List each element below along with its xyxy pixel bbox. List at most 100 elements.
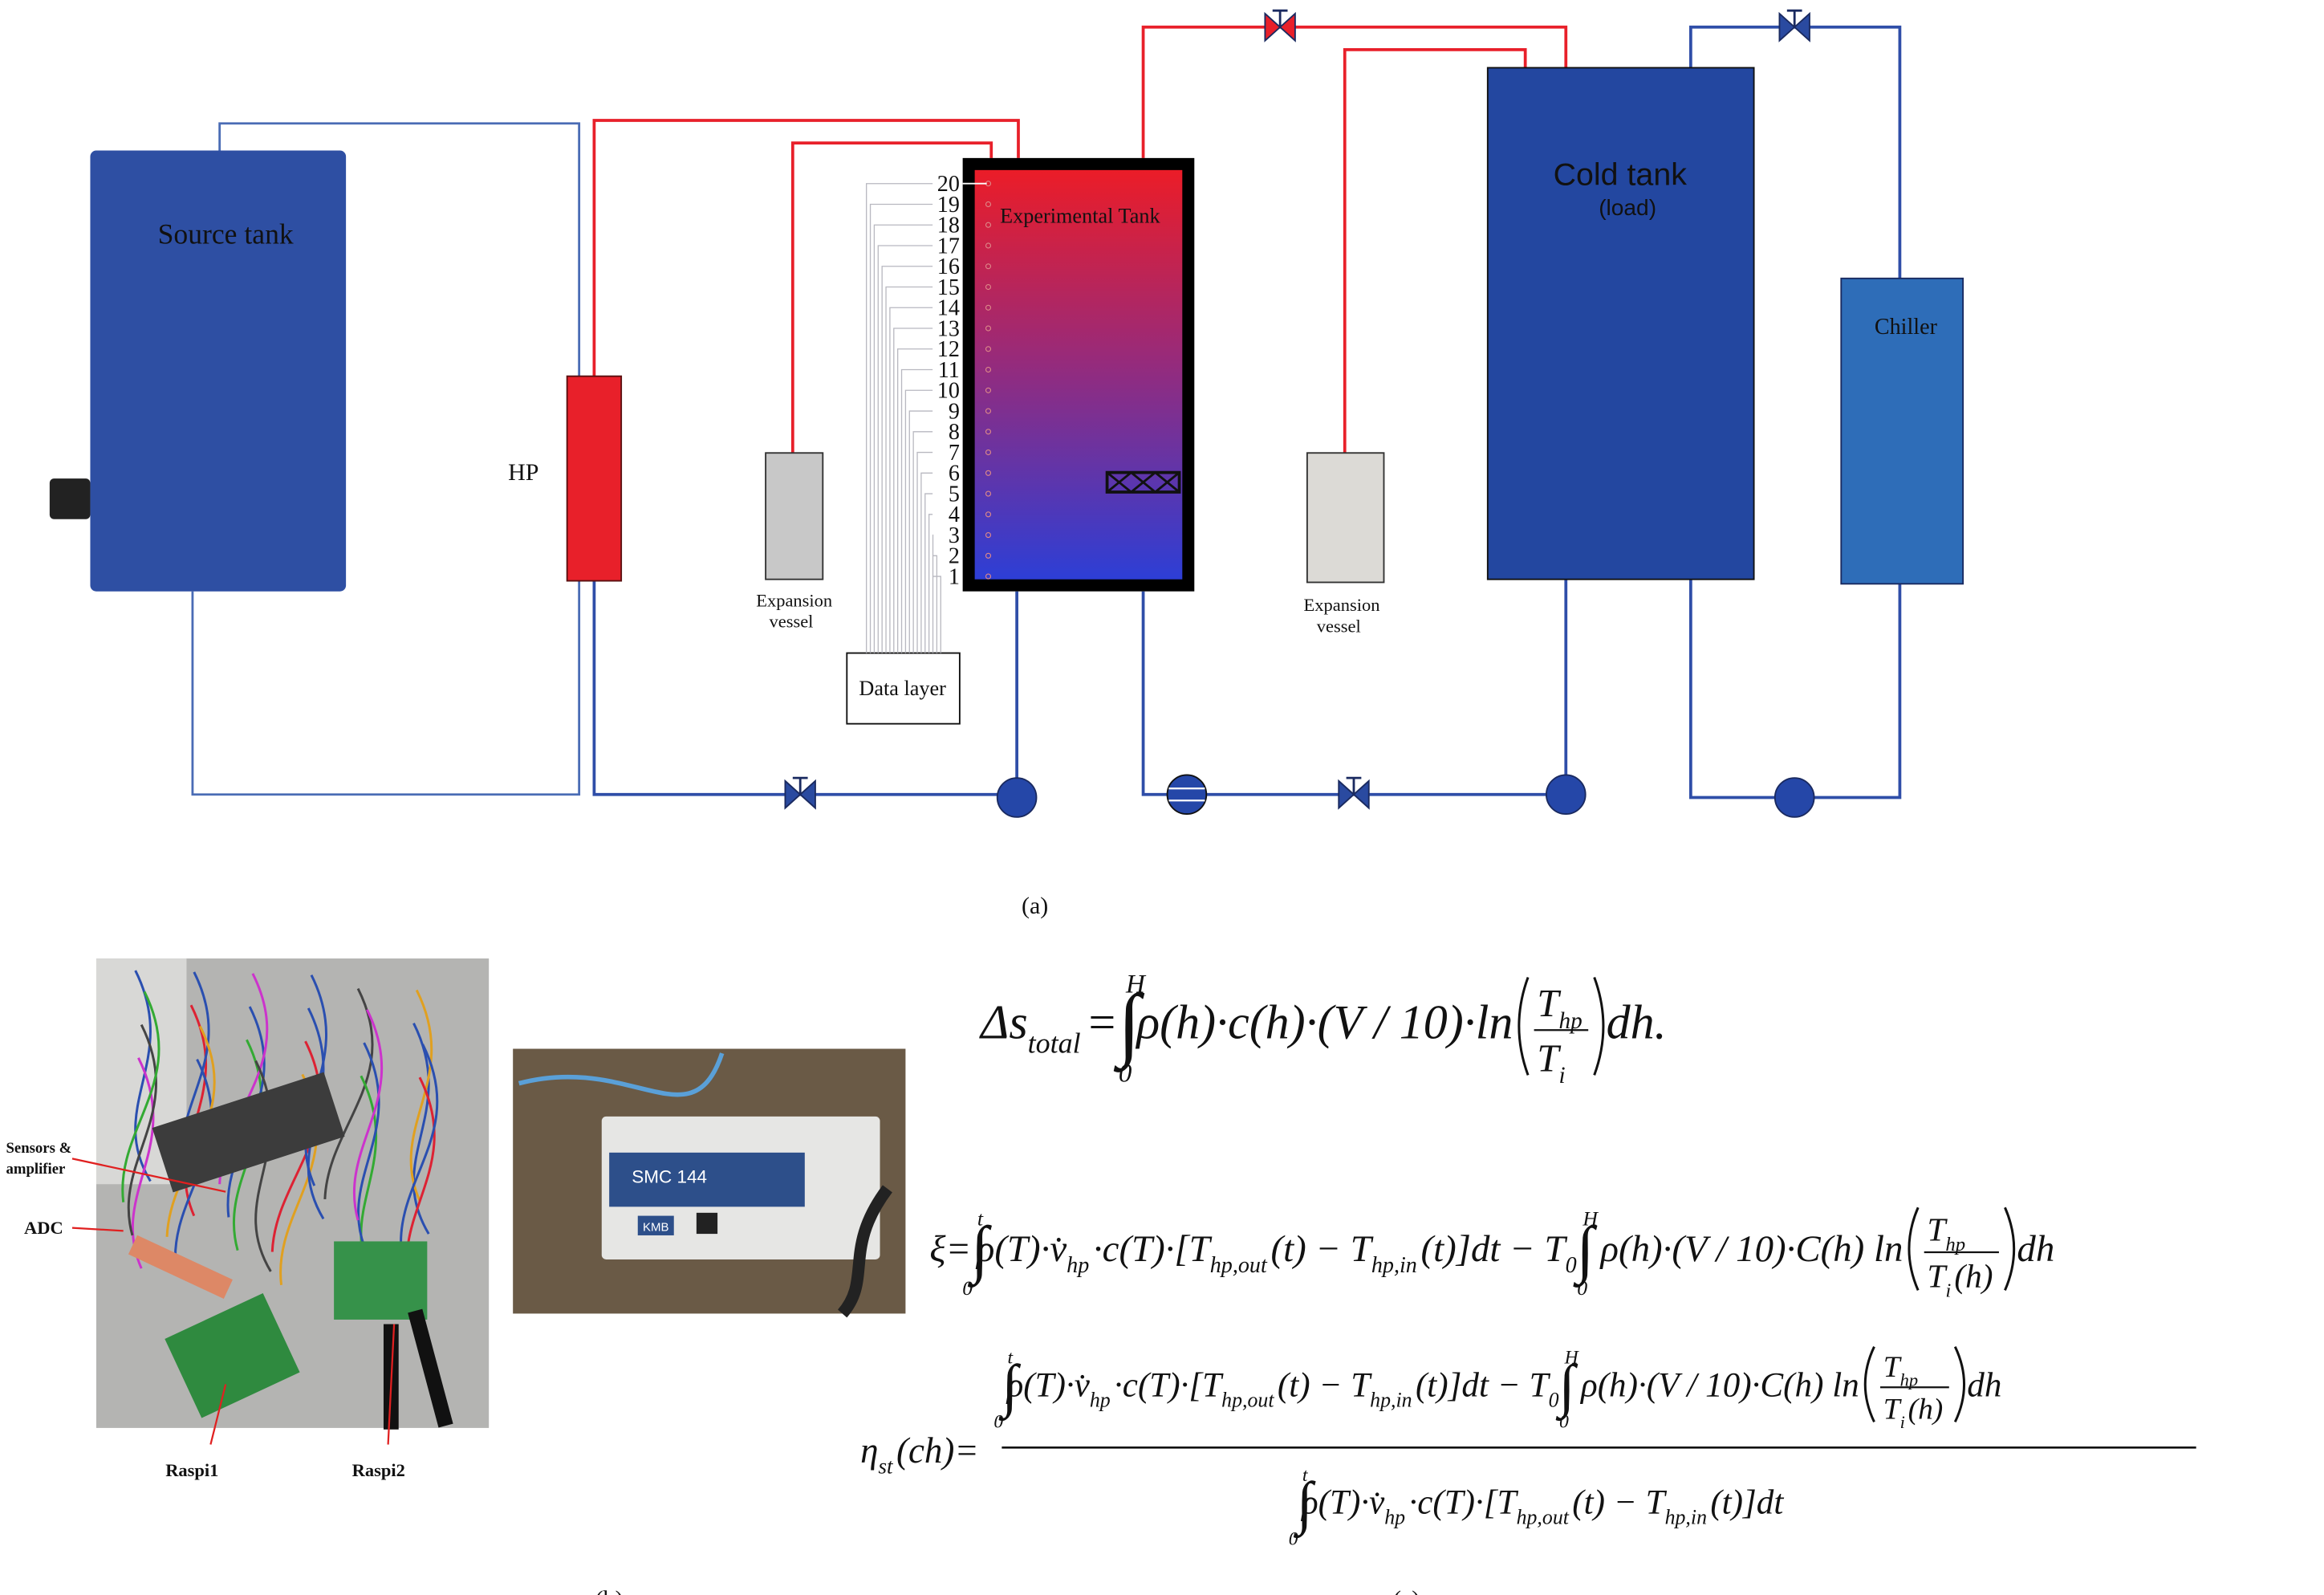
equation-symbol: hp <box>1384 1506 1405 1529</box>
cold-tank <box>1488 67 1754 579</box>
equation-symbol: dh <box>2017 1228 2054 1270</box>
equation-symbol: st <box>878 1454 894 1478</box>
experimental-tank-label: Experimental Tank <box>1000 204 1160 227</box>
equation-symbol: H <box>1125 970 1147 999</box>
equation-symbol: = <box>945 1228 971 1270</box>
paren <box>1955 1347 1964 1422</box>
expansion-vessel-label: vessel <box>769 612 813 632</box>
sensor-wire <box>921 473 932 653</box>
paren <box>2005 1207 2013 1290</box>
circulator <box>1168 775 1207 814</box>
figure: Source tankHPExpansionvesselExperimental… <box>0 0 2324 1595</box>
equation-symbol: v̇ <box>1050 1228 1067 1270</box>
equation-symbol: hp <box>1090 1388 1111 1411</box>
sensor-wire <box>890 307 932 653</box>
pump <box>1546 775 1586 814</box>
equation-symbol: v̇ <box>1369 1484 1385 1522</box>
source-tank <box>90 150 346 591</box>
photo-label: Raspi2 <box>352 1460 405 1480</box>
equation-symbol: (h) <box>1954 1257 1993 1295</box>
paren <box>1909 1207 1918 1290</box>
equation-symbol: total <box>1028 1027 1081 1059</box>
photo-raspi <box>334 1241 427 1319</box>
hp-label: HP <box>508 459 538 486</box>
equation-text: Ti(h) <box>1927 1257 1993 1301</box>
equation-symbol: hp,out <box>1221 1388 1274 1411</box>
photo-label: Sensors & <box>6 1140 71 1157</box>
equation-symbol: 0 <box>1559 1411 1569 1432</box>
sensor-wire <box>867 184 932 653</box>
photo-label: Raspi1 <box>165 1460 218 1480</box>
equation-symbol: v̇ <box>1075 1367 1091 1405</box>
device-model: SMC 144 <box>632 1166 707 1186</box>
paren <box>1865 1347 1874 1422</box>
sensor-wire <box>874 225 932 653</box>
equation-text: ξ=∫t0ρ(T)·v̇hp·c(T)·[Thp,out(t) − Thp,in… <box>929 1206 1903 1300</box>
equation-symbol: T <box>1537 1036 1561 1080</box>
sensor-wire <box>929 515 932 653</box>
pipe <box>1691 580 1900 798</box>
equation-symbol: dh <box>1967 1367 2001 1405</box>
expansion-vessel-label: Expansion <box>756 590 832 610</box>
equation-symbol: ξ <box>929 1228 946 1270</box>
cold-tank-label: (load) <box>1599 195 1656 220</box>
sensor-wire <box>898 349 932 653</box>
equation-symbol: 0 <box>962 1276 973 1300</box>
paren <box>1519 977 1528 1075</box>
expansion-vessel-label: Expansion <box>1304 595 1380 615</box>
equation-text: ηst(ch)= <box>860 1430 979 1478</box>
source-tank-label: Source tank <box>158 218 294 250</box>
equation-symbol: ρ(T)· <box>1300 1484 1369 1522</box>
equation-symbol: hp,out <box>1210 1253 1268 1278</box>
equation-symbol: ρ(h)·c(h)·(V / 10)·ln <box>1135 995 1513 1048</box>
equation-symbol: 0 <box>1289 1529 1298 1550</box>
equation-symbol: (t)]dt − T <box>1416 1367 1551 1405</box>
equation-symbol: ·c(T)·[T <box>1408 1484 1518 1522</box>
equation-text: dh <box>2017 1228 2054 1270</box>
equation-symbol: ρ(h)·(V / 10)·C(h) ln <box>1572 1367 1859 1405</box>
sensor-wire <box>913 432 932 653</box>
equation-text: Thp <box>1883 1351 1918 1390</box>
equation-symbol: (t)]dt − T <box>1421 1228 1568 1270</box>
pipe <box>793 143 991 453</box>
pump <box>997 778 1037 817</box>
equation-symbol: ·c(T)·[T <box>1114 1367 1224 1405</box>
photo-label: amplifier <box>6 1161 65 1178</box>
equation-symbol: (t) − T <box>1278 1367 1372 1405</box>
caption: (a) <box>1022 893 1048 919</box>
paren <box>1595 977 1603 1075</box>
equation-symbol: T <box>1537 982 1561 1025</box>
equation-symbol: hp,in <box>1371 1253 1417 1278</box>
equation-symbol: (t) − T <box>1572 1484 1667 1522</box>
data-layer-label: Data layer <box>859 677 946 700</box>
equation-symbol: ρ(T)· <box>975 1228 1050 1270</box>
heat-pump <box>567 376 621 581</box>
device-brand: KMB <box>643 1220 668 1234</box>
equation-symbol: = <box>954 1430 978 1471</box>
equation-symbol: i <box>1945 1280 1951 1302</box>
equation-symbol: (t)]dt <box>1710 1484 1784 1522</box>
expansion-vessel <box>1307 453 1384 582</box>
equation-symbol: Δs <box>979 995 1028 1048</box>
device-qr <box>697 1213 717 1234</box>
equation-symbol: hp <box>1067 1253 1089 1278</box>
equation-symbol: ρ(h)·(V / 10)·C(h) ln <box>1591 1228 1903 1270</box>
expansion-vessel-label: vessel <box>1317 616 1361 636</box>
equation-text: dh <box>1967 1367 2001 1405</box>
equation-symbol: dh. <box>1607 995 1667 1048</box>
equation-symbol: 0 <box>1549 1388 1559 1411</box>
connector <box>50 478 91 519</box>
chiller-label: Chiller <box>1875 315 1938 340</box>
equation-symbol: hp,in <box>1665 1506 1707 1529</box>
equation-text: ∫t0ρ(T)·v̇hp·c(T)·[Thp,out(t) − Thp,in(t… <box>1289 1465 1785 1550</box>
equation-symbol: η <box>860 1430 878 1471</box>
equation-symbol: i <box>1900 1412 1905 1432</box>
caption: (c) <box>1393 1586 1420 1595</box>
equation-symbol: = <box>1086 995 1118 1048</box>
equation-symbol: H <box>1582 1206 1599 1230</box>
equation-symbol: (h) <box>1908 1394 1944 1426</box>
equation-symbol: (t) − T <box>1270 1228 1373 1270</box>
caption: (b) <box>595 1586 624 1595</box>
equation-symbol: H <box>1564 1348 1580 1369</box>
